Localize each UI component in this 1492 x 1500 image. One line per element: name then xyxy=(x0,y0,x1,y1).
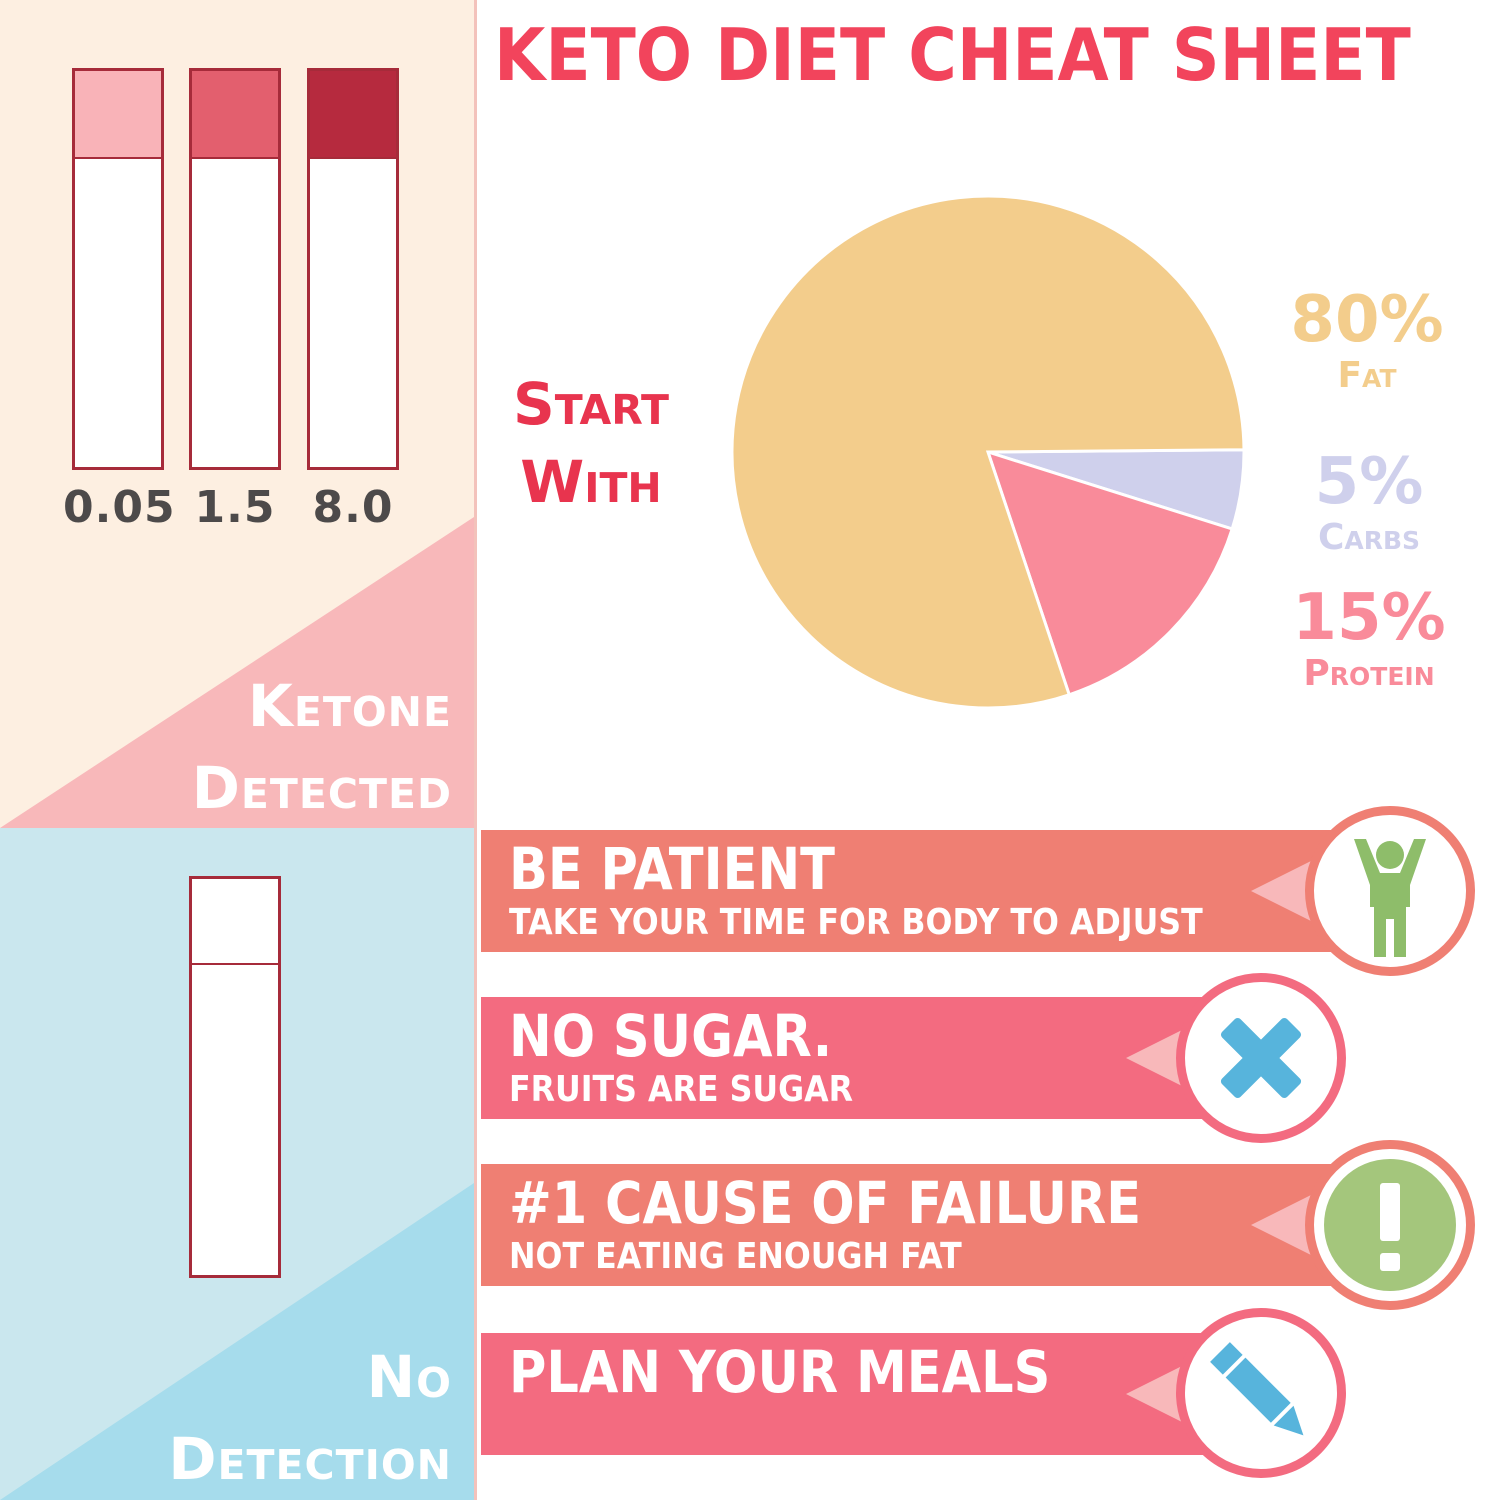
person-arms-up-icon xyxy=(1305,806,1475,976)
macro-name: Protein xyxy=(1303,653,1435,694)
tip-subtext: FRUITS ARE SUGAR xyxy=(509,1069,854,1110)
tip-plan-meals: PLAN YOUR MEALS xyxy=(481,1333,1481,1455)
tip-heading: BE PATIENT xyxy=(509,835,836,903)
tip-band xyxy=(481,997,1241,1119)
tip-band xyxy=(481,830,1361,952)
start-line: With xyxy=(520,448,662,516)
tip-heading: #1 CAUSE OF FAILURE xyxy=(509,1169,1142,1237)
tip-arrow xyxy=(1126,1028,1186,1088)
strip-pad xyxy=(192,879,278,965)
macro-pct: 15% xyxy=(1292,581,1446,655)
tip-arrow xyxy=(1251,1195,1311,1255)
tip-band xyxy=(481,1333,1241,1455)
macro-label-protein: 15% Protein xyxy=(1284,584,1454,696)
vertical-divider xyxy=(474,0,477,1500)
tip-no-sugar: NO SUGAR. FRUITS ARE SUGAR xyxy=(481,997,1481,1119)
page-title: KETO DIET CHEAT SHEET xyxy=(494,13,1411,97)
pie-slice-fat xyxy=(730,194,1246,710)
tip-heading: PLAN YOUR MEALS xyxy=(509,1338,1051,1406)
start-with-label: Start With xyxy=(506,365,676,521)
title-line: No xyxy=(366,1343,452,1411)
tip-arrow xyxy=(1251,861,1311,921)
ketone-detected-panel: 0.05 1.5 8.0 Ketone Detected xyxy=(0,0,474,828)
strip-pad xyxy=(192,71,278,159)
tip-subtext: TAKE YOUR TIME FOR BODY TO ADJUST xyxy=(509,902,1203,943)
exclamation-icon xyxy=(1305,1140,1475,1310)
macro-label-carbs: 5% Carbs xyxy=(1284,448,1454,560)
cross-icon xyxy=(1176,973,1346,1143)
tip-heading: NO SUGAR. xyxy=(509,1002,833,1070)
macro-pie-chart xyxy=(730,194,1246,710)
macro-pct: 80% xyxy=(1290,283,1444,357)
start-line: Start xyxy=(513,370,669,438)
ketone-detected-title: Ketone Detected xyxy=(192,665,452,828)
macro-name: Carbs xyxy=(1317,517,1421,558)
title-line: Detected xyxy=(191,754,452,822)
tip-cause-of-failure: #1 CAUSE OF FAILURE NOT EATING ENOUGH FA… xyxy=(481,1164,1481,1286)
strip-pad xyxy=(75,71,161,159)
no-detection-title: No Detection xyxy=(168,1336,452,1500)
no-detection-panel: No Detection xyxy=(0,828,474,1500)
macro-label-fat: 80% Fat xyxy=(1282,286,1452,398)
ketone-strip-high xyxy=(307,68,399,470)
pencil-icon xyxy=(1176,1308,1346,1478)
tip-subtext: NOT EATING ENOUGH FAT xyxy=(509,1236,962,1277)
tip-be-patient: BE PATIENT TAKE YOUR TIME FOR BODY TO AD… xyxy=(481,830,1481,952)
strip-pad xyxy=(310,71,396,159)
ketone-strip-medium xyxy=(189,68,281,470)
strip-label-medium: 1.5 xyxy=(194,482,276,533)
ketone-strip-low xyxy=(72,68,164,470)
macro-pct: 5% xyxy=(1314,445,1424,519)
strip-label-low: 0.05 xyxy=(63,482,176,533)
tip-arrow xyxy=(1126,1364,1186,1424)
macro-name: Fat xyxy=(1337,355,1397,396)
tip-band xyxy=(481,1164,1361,1286)
blank-strip xyxy=(189,876,281,1278)
title-line: Ketone xyxy=(247,672,452,740)
strip-label-high: 8.0 xyxy=(312,482,394,533)
title-line: Detection xyxy=(168,1425,452,1493)
